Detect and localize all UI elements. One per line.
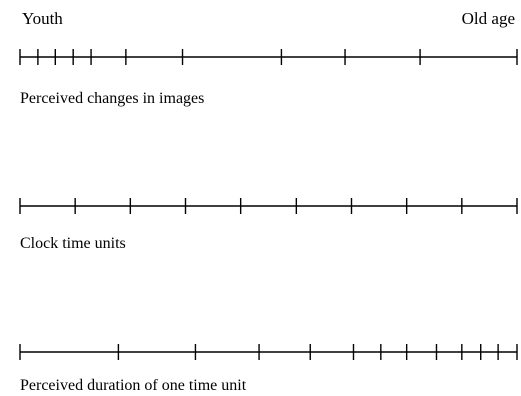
timeline-duration xyxy=(19,344,518,360)
caption-clock-time-units: Clock time units xyxy=(20,235,126,252)
start-label: Youth xyxy=(22,9,63,28)
caption-perceived-changes: Perceived changes in images xyxy=(20,90,205,107)
caption-perceived-duration: Perceived duration of one time unit xyxy=(20,377,247,394)
timeline-images xyxy=(19,49,518,65)
end-label: Old age xyxy=(461,9,515,28)
timeline-clock xyxy=(19,198,518,214)
